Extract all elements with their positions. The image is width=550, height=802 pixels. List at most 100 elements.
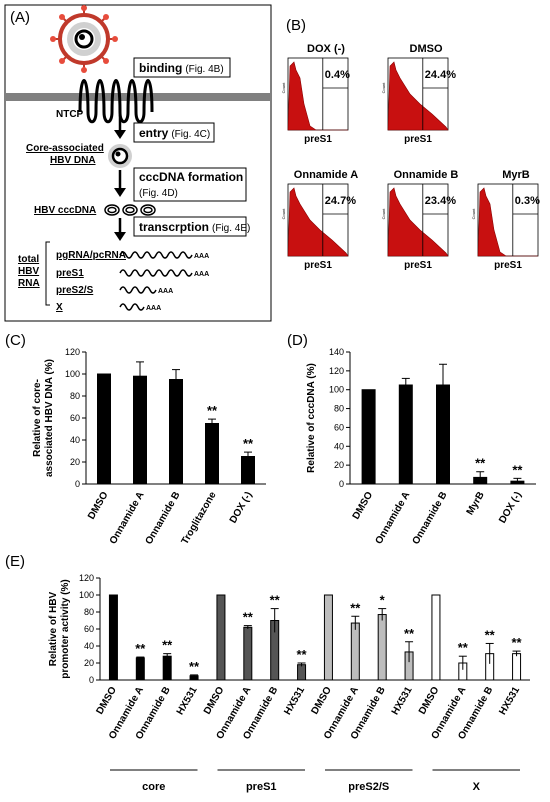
y-tick-label: 20: [334, 460, 344, 470]
bar: [133, 375, 147, 485]
bar: [205, 423, 219, 485]
gate-percentage: 23.4%: [425, 195, 456, 207]
rna-wave-icon: [119, 286, 157, 294]
y-axis-label-line: associated HBV DNA (%): [44, 359, 55, 477]
bar: [350, 622, 360, 681]
histogram-fill: [287, 187, 349, 257]
rna-wave-icon: [119, 269, 193, 277]
bar: [431, 594, 441, 681]
rna-polya-tail: AAA: [194, 253, 209, 260]
y-tick-label: 40: [70, 435, 80, 445]
cell-membrane: [6, 93, 270, 101]
x-tick-label: Onnamide B: [144, 490, 183, 547]
histogram-xlabel: preS1: [304, 260, 332, 271]
x-tick-label: DMSO: [86, 490, 111, 522]
cccdna-formation-ref: (Fig. 4D): [139, 188, 178, 199]
y-tick-label: 0: [89, 675, 94, 685]
x-tick-label: HX531: [497, 685, 522, 717]
y-axis-label-line: Relative of HBV: [48, 591, 59, 666]
total-label-2: HBV: [18, 266, 39, 277]
histogram-ylabel: Count: [381, 82, 386, 94]
y-tick-label: 40: [334, 441, 344, 451]
entry-box: [133, 122, 215, 143]
y-axis-label-line: Relative of core-: [32, 379, 43, 457]
total-label-3: RNA: [18, 278, 40, 289]
bar: [162, 655, 172, 681]
significance-mark: **: [243, 436, 254, 451]
histogram-xlabel: preS1: [304, 134, 332, 145]
histogram-xlabel: preS1: [404, 260, 432, 271]
y-tick-label: 0: [75, 479, 80, 489]
bar: [97, 373, 111, 485]
y-tick-label: 60: [84, 624, 94, 634]
significance-mark: **: [512, 462, 523, 477]
significance-mark: **: [207, 403, 218, 418]
y-tick-label: 80: [70, 391, 80, 401]
significance-mark: **: [135, 641, 146, 656]
histogram-title: Onnamide A: [294, 169, 358, 181]
significance-mark: **: [485, 627, 496, 642]
y-tick-label: 120: [329, 366, 344, 376]
hbv-cccdna-label: HBV cccDNA: [34, 205, 96, 216]
y-tick-label: 120: [65, 347, 80, 357]
significance-mark: **: [404, 626, 415, 641]
x-tick-label: Onnamide B: [411, 490, 450, 547]
y-tick-label: 20: [84, 658, 94, 668]
histogram-fill: [387, 187, 449, 257]
x-tick-label: Troglitazone: [180, 490, 219, 547]
significance-mark: **: [458, 640, 469, 655]
rna-wave-icon: [119, 251, 193, 259]
rna-polya-tail: AAA: [194, 271, 209, 278]
panel-b: (B) DOX (-) 0.4% preS1 Count DMSO 24.4% preS1 C…: [281, 17, 540, 271]
bar: [108, 594, 118, 681]
rna-wave-icon: [119, 303, 145, 311]
histogram-xlabel: preS1: [404, 134, 432, 145]
capsid-icon: [108, 144, 132, 168]
rna-polya-tail: AAA: [158, 288, 173, 295]
panel-a-frame: [4, 4, 272, 322]
rna-name: preS1: [56, 268, 84, 279]
ntcp-label: NTCP: [56, 109, 84, 120]
y-axis-label: Relative of core-associated HBV DNA (%): [32, 359, 55, 477]
histogram-fill: [387, 61, 449, 131]
cccdna-circles-icon: [104, 204, 156, 216]
bar: [135, 657, 145, 681]
binding-box: [133, 57, 231, 78]
histogram-fill: [477, 187, 538, 257]
x-tick-label: DOX (-): [228, 490, 255, 525]
histogram-title: DOX (-): [307, 43, 345, 55]
group-label: X: [473, 781, 481, 793]
y-tick-label: 0: [339, 479, 344, 489]
ntcp-receptor-icon: [78, 79, 154, 124]
gate-percentage: 0.4%: [325, 69, 350, 81]
chart-e: (E) 0 20 40 60 80 100 120 Relative of HBVpromote…: [5, 553, 530, 793]
y-axis-label: Relative of cccDNA (%): [306, 363, 317, 473]
bar: [323, 594, 333, 681]
y-tick-label: 140: [329, 347, 344, 357]
transcription-box: [133, 216, 247, 237]
transcription-label: transcrption (Fig. 4E): [139, 220, 250, 234]
panel-d-letter: (D): [287, 332, 308, 349]
arrow-down-icon: [114, 188, 126, 197]
x-tick-label: DMSO: [351, 490, 376, 522]
x-tick-label: MyrB: [465, 490, 487, 517]
gate-percentage: 24.4%: [425, 69, 456, 81]
arrow-down-icon: [114, 232, 126, 241]
group-label: preS1: [246, 781, 277, 793]
significance-mark: **: [297, 647, 308, 662]
y-tick-label: 80: [334, 404, 344, 414]
core-associated-label-2: HBV DNA: [50, 155, 96, 166]
x-tick-label: DMSO: [417, 685, 442, 717]
y-tick-label: 60: [70, 413, 80, 423]
y-tick-label: 100: [65, 369, 80, 379]
x-tick-label: Onnamide A: [108, 490, 147, 546]
bar: [297, 664, 307, 681]
bar: [169, 379, 183, 485]
panel-b-letter: (B): [286, 17, 306, 34]
cccdna-formation-box: [133, 167, 247, 202]
group-label: preS2/S: [348, 781, 389, 793]
entry-label: entry (Fig. 4C): [139, 126, 210, 140]
histogram-title: MyrB: [502, 169, 530, 181]
x-tick-label: DOX (-): [497, 490, 524, 525]
panel-e-letter: (E): [5, 553, 25, 570]
